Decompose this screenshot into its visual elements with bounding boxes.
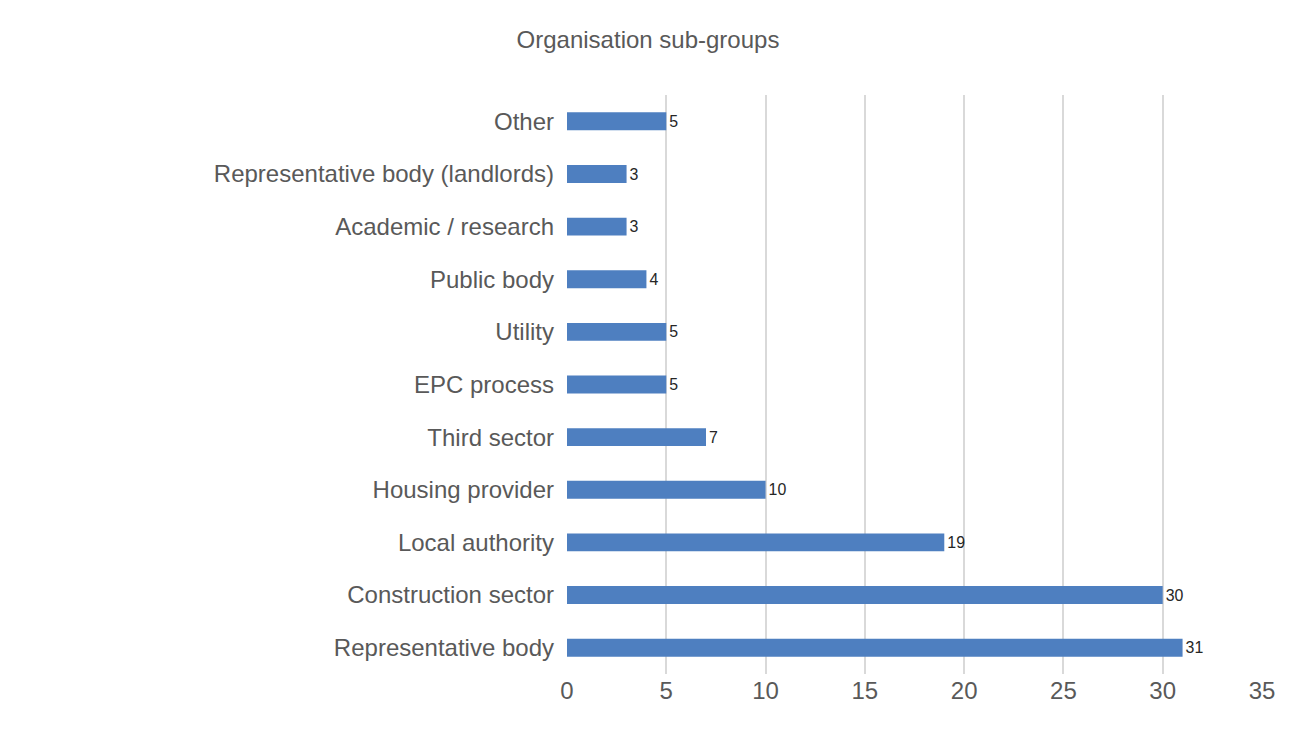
svg-text:Representative body: Representative body [334, 634, 554, 661]
svg-text:Housing provider: Housing provider [373, 476, 554, 503]
svg-text:35: 35 [1249, 677, 1276, 704]
svg-text:10: 10 [752, 677, 779, 704]
svg-text:30: 30 [1166, 587, 1184, 604]
svg-text:Utility: Utility [495, 318, 554, 345]
svg-text:25: 25 [1050, 677, 1077, 704]
svg-text:4: 4 [649, 271, 658, 288]
svg-text:Representative body (landlords: Representative body (landlords) [214, 160, 554, 187]
svg-text:Other: Other [494, 108, 554, 135]
svg-text:5: 5 [669, 376, 678, 393]
svg-text:10: 10 [769, 481, 787, 498]
svg-text:19: 19 [947, 534, 965, 551]
svg-text:20: 20 [951, 677, 978, 704]
svg-text:Organisation sub-groups: Organisation sub-groups [517, 26, 780, 53]
svg-text:3: 3 [630, 218, 639, 235]
svg-text:Local authority: Local authority [398, 529, 554, 556]
svg-text:3: 3 [630, 166, 639, 183]
svg-text:15: 15 [852, 677, 879, 704]
svg-text:31: 31 [1186, 639, 1204, 656]
svg-text:30: 30 [1149, 677, 1176, 704]
svg-text:Construction sector: Construction sector [347, 581, 554, 608]
svg-text:Public body: Public body [430, 266, 554, 293]
svg-text:5: 5 [669, 113, 678, 130]
svg-text:Academic / research: Academic / research [335, 213, 554, 240]
svg-text:5: 5 [660, 677, 673, 704]
svg-text:EPC process: EPC process [414, 371, 554, 398]
svg-text:5: 5 [669, 323, 678, 340]
svg-text:Third sector: Third sector [427, 424, 554, 451]
svg-text:7: 7 [709, 429, 718, 446]
svg-text:0: 0 [560, 677, 573, 704]
